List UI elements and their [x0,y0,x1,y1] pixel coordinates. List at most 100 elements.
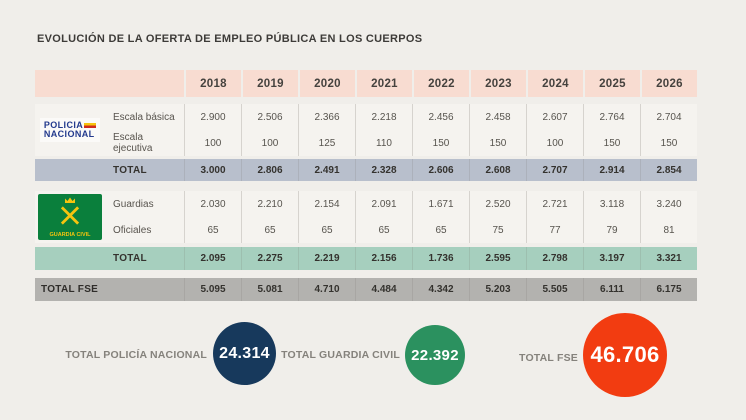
table-cell: 150 [583,130,640,156]
table-cell: 2.210 [241,191,298,217]
guardia-total-value: 22.392 [411,346,459,364]
employment-table: 2018 2019 2020 2021 2022 2023 2024 2025 … [35,70,697,301]
table-cell: 2.900 [184,104,241,130]
total-label: TOTAL [113,164,147,176]
policia-total-row: TOTAL 3.000 2.806 2.491 2.328 2.606 2.60… [35,159,697,181]
table-cell: 2.854 [640,159,697,181]
year-header: 2019 [241,70,298,97]
table-cell: 2.030 [184,191,241,217]
crown-icon [65,197,75,203]
policia-logo-line1: POLICIA [43,120,84,130]
year-header: 2025 [583,70,640,97]
table-cell: 4.484 [355,278,412,301]
policia-total-badge: 24.314 [213,322,276,385]
table-cell: 2.798 [526,247,583,270]
table-cell: 125 [298,130,355,156]
table-cell: 5.505 [526,278,583,301]
table-cell: 4.710 [298,278,355,301]
policia-total-badge-label: TOTAL POLICÍA NACIONAL [65,349,207,361]
table-cell: 2.091 [355,191,412,217]
table-cell: 65 [355,217,412,243]
table-cell: 1.671 [412,191,469,217]
guardia-total-row: TOTAL 2.095 2.275 2.219 2.156 1.736 2.59… [35,247,697,270]
table-header-row: 2018 2019 2020 2021 2022 2023 2024 2025 … [35,70,697,97]
table-cell: 3.000 [184,159,241,181]
crossed-fasces-icon [60,206,80,225]
guardia-civil-logo: GUARDIA CIVIL [35,191,105,243]
fse-total-row: TOTAL FSE 5.095 5.081 4.710 4.484 4.342 … [35,278,697,301]
guardia-total-badge: 22.392 [405,325,465,385]
policia-nacional-logo: POLICIA NACIONAL [35,104,105,156]
table-cell: 2.275 [241,247,298,270]
table-cell: 2.491 [298,159,355,181]
row-label: Escala ejecutiva [113,132,153,154]
year-header: 2018 [184,70,241,97]
table-cell: 150 [469,130,526,156]
table-cell: 65 [184,217,241,243]
fse-total-badge-label: TOTAL FSE [519,352,578,364]
row-label: Oficiales [113,224,152,236]
fse-label: TOTAL FSE [41,284,99,295]
table-cell: 3.118 [583,191,640,217]
guardia-total-badge-label: TOTAL GUARDIA CIVIL [281,349,400,361]
table-cell: 3.321 [640,247,697,270]
table-cell: 5.081 [241,278,298,301]
year-header: 2022 [412,70,469,97]
year-header: 2020 [298,70,355,97]
fse-total-badge: 46.706 [583,313,667,397]
policia-logo-line2: NACIONAL [43,129,95,139]
total-spacer [35,247,105,270]
row-label: Guardias [113,198,154,210]
total-label: TOTAL [113,253,147,264]
table-cell: 2.095 [184,247,241,270]
table-cell: 2.607 [526,104,583,130]
table-cell: 3.240 [640,191,697,217]
table-cell: 100 [526,130,583,156]
table-cell: 2.219 [298,247,355,270]
table-cell: 2.520 [469,191,526,217]
table-cell: 1.736 [412,247,469,270]
table-cell: 2.721 [526,191,583,217]
policia-nacional-block: POLICIA NACIONAL Escala básica 2.900 2.5… [35,104,697,156]
table-cell: 2.218 [355,104,412,130]
table-cell: 2.506 [241,104,298,130]
table-cell: 2.595 [469,247,526,270]
table-cell: 6.175 [640,278,697,301]
table-cell: 4.342 [412,278,469,301]
table-cell: 2.328 [355,159,412,181]
year-header: 2024 [526,70,583,97]
table-cell: 2.707 [526,159,583,181]
row-label: Escala básica [113,111,175,123]
total-spacer [35,159,105,181]
table-cell: 65 [412,217,469,243]
table-cell: 110 [355,130,412,156]
table-cell: 65 [298,217,355,243]
table-cell: 75 [469,217,526,243]
table-cell: 3.197 [583,247,640,270]
table-cell: 65 [241,217,298,243]
table-cell: 2.606 [412,159,469,181]
table-cell: 5.095 [184,278,241,301]
table-cell: 77 [526,217,583,243]
year-header: 2021 [355,70,412,97]
table-cell: 5.203 [469,278,526,301]
table-cell: 2.704 [640,104,697,130]
table-cell: 79 [583,217,640,243]
guardia-logo-text: GUARDIA CIVIL [49,232,91,238]
header-label-spacer [35,70,184,97]
policia-total-value: 24.314 [219,344,270,362]
table-cell: 2.608 [469,159,526,181]
table-cell: 150 [412,130,469,156]
table-cell: 2.456 [412,104,469,130]
spain-flag-icon [84,123,97,129]
table-cell: 81 [640,217,697,243]
table-cell: 150 [640,130,697,156]
table-cell: 2.764 [583,104,640,130]
table-cell: 100 [241,130,298,156]
table-cell: 2.154 [298,191,355,217]
table-cell: 2.156 [355,247,412,270]
guardia-civil-block: GUARDIA CIVIL Guardias 2.030 2.210 2.154… [35,191,697,243]
table-cell: 2.366 [298,104,355,130]
table-cell: 2.806 [241,159,298,181]
